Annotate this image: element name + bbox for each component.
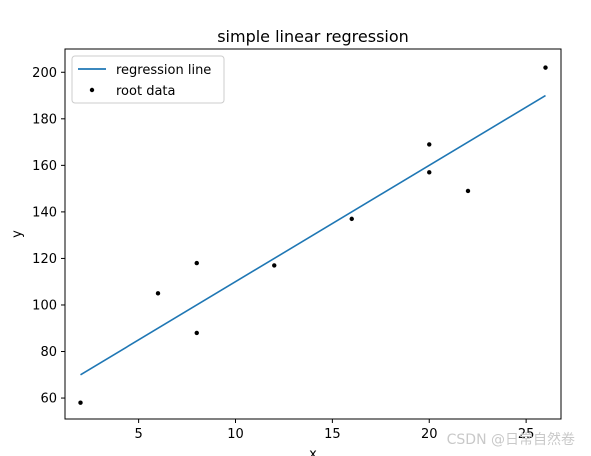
data-point xyxy=(465,188,471,194)
x-axis-label: x xyxy=(309,447,317,456)
y-axis-label: y xyxy=(10,230,25,238)
chart-title: simple linear regression xyxy=(217,27,409,46)
plot-area xyxy=(64,48,562,420)
regression-line xyxy=(80,94,546,376)
ticks: 5 10 15 20 25 60 80 100 120 140 160 180 200 xyxy=(32,66,534,442)
y-tick-label: 160 xyxy=(32,159,57,174)
legend-box xyxy=(71,55,225,104)
y-tick-label: 200 xyxy=(32,66,57,81)
data-point xyxy=(194,260,199,266)
legend-label-regression-line: regression line xyxy=(116,63,211,78)
chart-marks xyxy=(78,65,548,405)
x-tick-label: 25 xyxy=(518,427,535,442)
x-tick-label: 15 xyxy=(324,427,341,442)
y-tick-label: 140 xyxy=(32,205,57,220)
data-point xyxy=(78,400,83,405)
y-tick-label: 180 xyxy=(32,112,57,127)
data-point xyxy=(427,142,432,147)
watermark: CSDN @日常自然卷 xyxy=(447,431,575,448)
legend: regression line root data xyxy=(71,55,225,104)
x-tick-label: 10 xyxy=(227,427,244,442)
legend-label-root-data: root data xyxy=(116,84,175,99)
data-point xyxy=(349,216,354,222)
legend-dot-swatch xyxy=(89,87,95,93)
data-point xyxy=(427,170,432,175)
y-tick-label: 60 xyxy=(40,392,57,407)
data-point xyxy=(543,65,548,70)
y-tick-label: 100 xyxy=(32,298,57,313)
x-tick-label: 5 xyxy=(134,427,142,442)
data-point xyxy=(194,330,199,336)
y-tick-label: 120 xyxy=(32,252,57,267)
y-tick-label: 80 xyxy=(40,345,57,360)
data-point xyxy=(272,263,277,268)
x-tick-label: 20 xyxy=(421,427,438,442)
data-point xyxy=(155,291,161,296)
